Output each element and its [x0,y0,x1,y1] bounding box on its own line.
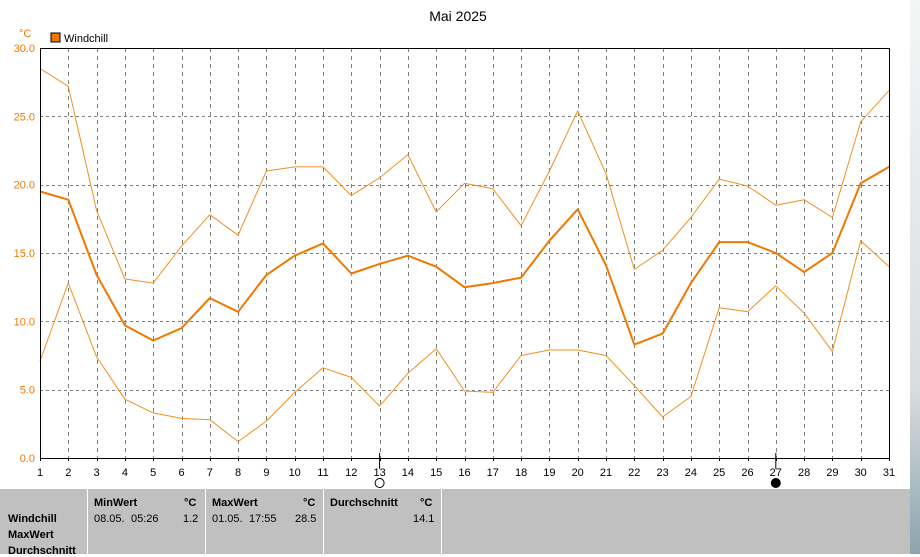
min-time: 05:26 [131,513,159,525]
x-tick-label: 9 [263,467,269,479]
y-tick-label: 0.0 [20,453,35,465]
y-axis-ticks: 0.0 5.0 10.0 15.0 20.0 25.0 30.0 [14,43,35,465]
x-tick-label: 8 [235,467,241,479]
x-tick-label: 30 [855,467,867,479]
max-unit: °C [303,497,316,509]
x-tick-label: 12 [345,467,357,479]
x-tick-label: 23 [656,467,668,479]
row-label-maxwert: MaxWert [8,529,54,541]
y-tick-label: 25.0 [14,111,35,123]
x-tick-label: 25 [713,467,725,479]
avg-value: 14.1 [413,513,435,525]
row-label-windchill: Windchill [8,513,57,525]
x-tick-label: 16 [458,467,470,479]
x-tick-label: 5 [150,467,156,479]
x-tick-label: 6 [178,467,184,479]
x-tick-label: 31 [883,467,895,479]
y-unit-label: °C [19,28,31,40]
stats-min-column: MinWert °C 08.05. 05:26 1.2 [88,489,206,554]
max-header: MaxWert [212,497,258,509]
x-tick-label: 10 [289,467,301,479]
min-unit: °C [184,497,197,509]
day-markers [374,453,781,488]
x-tick-label: 26 [741,467,753,479]
legend-swatch [50,32,61,43]
stats-row-labels: Windchill MaxWert Durchschnitt [0,489,88,557]
x-tick-label: 29 [826,467,838,479]
x-tick-label: 17 [487,467,499,479]
x-tick-label: 3 [94,467,100,479]
legend-label: Windchill [64,33,108,45]
x-axis-ticks: 1 2 3 4 5 6 7 8 9 10 11 12 13 14 15 16 17 18 19 20 21 22 23 24 2… [37,458,895,479]
min-header: MinWert [94,497,138,509]
x-tick-label: 7 [207,467,213,479]
chart-title: Mai 2025 [429,8,487,24]
filled-marker-icon [770,478,781,488]
plot-frame [40,48,890,459]
min-date: 08.05. [94,513,125,525]
x-tick-label: 11 [317,467,328,479]
y-tick-label: 20.0 [14,180,35,192]
series-line-min [39,240,890,443]
series-lines [39,68,890,443]
min-value: 1.2 [183,513,199,525]
x-tick-label: 4 [122,467,128,479]
x-tick-label: 22 [628,467,640,479]
x-tick-label: 20 [572,467,584,479]
y-tick-label: 30.0 [14,43,35,55]
x-tick-label: 14 [402,467,414,479]
x-tick-label: 19 [543,467,555,479]
grid [40,48,889,458]
series-line-mean [39,166,890,346]
x-tick-label: 28 [798,467,810,479]
x-tick-label: 1 [37,467,43,479]
x-tick-label: 13 [373,467,385,479]
row-label-durchschnitt: Durchschnitt [8,545,76,557]
max-time: 17:55 [249,513,277,525]
y-tick-label: 15.0 [14,248,35,260]
x-tick-label: 15 [430,467,442,479]
series-line-max [39,68,890,284]
stats-avg-column: Durchschnitt °C 14.1 [324,489,442,554]
x-tick-label: 27 [770,467,782,479]
stats-max-column: MaxWert °C 01.05. 17:55 28.5 [206,489,324,554]
max-value: 28.5 [295,513,317,525]
x-tick-label: 18 [515,467,527,479]
x-tick-label: 21 [600,467,612,479]
x-tick-label: 24 [685,467,697,479]
avg-header: Durchschnitt [330,497,398,509]
avg-unit: °C [420,497,433,509]
x-tick-label: 2 [65,467,71,479]
stats-panel: Windchill MaxWert Durchschnitt MinWert °… [0,489,910,557]
windchill-chart: 0.05.010.015.020.025.030.0 1 2 3 4 5 6 7 8 9 10 11… [14,8,895,488]
max-date: 01.05. [212,513,243,525]
y-tick-label: 10.0 [14,316,35,328]
window-edge [910,0,920,554]
hollow-marker-icon [374,478,385,488]
y-tick-label: 5.0 [20,385,35,397]
